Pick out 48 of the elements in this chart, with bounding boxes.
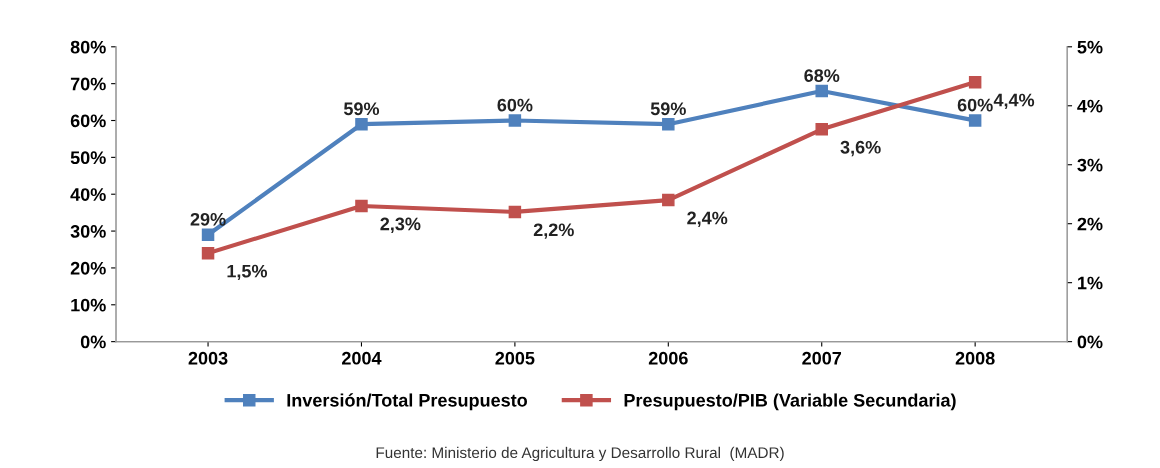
y2-tick-label: 4%	[1077, 99, 1103, 113]
y-tick-label: 20%	[70, 261, 106, 275]
x-tick-label: 2007	[802, 351, 842, 365]
y2-tick-label: 3%	[1077, 158, 1103, 172]
data-label: 3,6%	[840, 140, 881, 157]
point	[662, 117, 675, 131]
point	[968, 75, 982, 89]
y-tick-label: 30%	[70, 225, 106, 238]
legend-label: Presupuesto/PIB (Variable Secundaria)	[624, 393, 956, 411]
data-label: 59%	[650, 102, 686, 116]
point	[508, 205, 522, 219]
data-label: 1,5%	[227, 264, 268, 281]
data-label: 68%	[804, 69, 840, 82]
point	[508, 114, 522, 127]
point	[355, 199, 368, 213]
data-label: 60%	[497, 98, 533, 112]
y-tick-label: 10%	[71, 298, 106, 312]
y-tick-label: 80%	[70, 40, 106, 54]
data-label: 2,2%	[533, 223, 574, 239]
y2-tick-label: 1%	[1078, 276, 1103, 290]
data-label: 2,3%	[380, 217, 421, 233]
y2-tick-label: 5%	[1077, 40, 1103, 54]
y-tick-label: 60%	[70, 114, 106, 128]
point	[355, 117, 368, 131]
y2-tick-label: 0%	[1077, 335, 1103, 349]
y-tick-label: 70%	[70, 77, 106, 91]
data-label: 4,4%	[993, 93, 1035, 110]
point	[201, 246, 215, 260]
y-tick-label: 0%	[80, 335, 106, 349]
x-tick-label: 2008	[955, 351, 995, 365]
y2-tick-label: 2%	[1077, 217, 1103, 231]
data-label: 59%	[343, 102, 380, 116]
point	[662, 193, 675, 207]
point	[968, 114, 982, 127]
y-tick-label: 40%	[70, 188, 106, 201]
legend-label: Inversión/Total Presupuesto	[287, 393, 528, 411]
x-tick-label: 2005	[495, 351, 535, 365]
data-label: 29%	[190, 212, 226, 226]
data-label: 60%	[957, 98, 993, 112]
x-tick-label: 2006	[648, 351, 688, 365]
source-note: Fuente: Ministerio de Agricultura y Desarrollo Rural (MADR)	[376, 446, 784, 462]
data-label: 2,4%	[687, 211, 728, 228]
point	[815, 123, 828, 136]
y-tick-label: 50%	[70, 151, 106, 165]
x-tick-label: 2003	[188, 351, 228, 365]
point	[201, 228, 215, 242]
point	[815, 84, 828, 98]
x-tick-label: 2004	[342, 351, 382, 365]
